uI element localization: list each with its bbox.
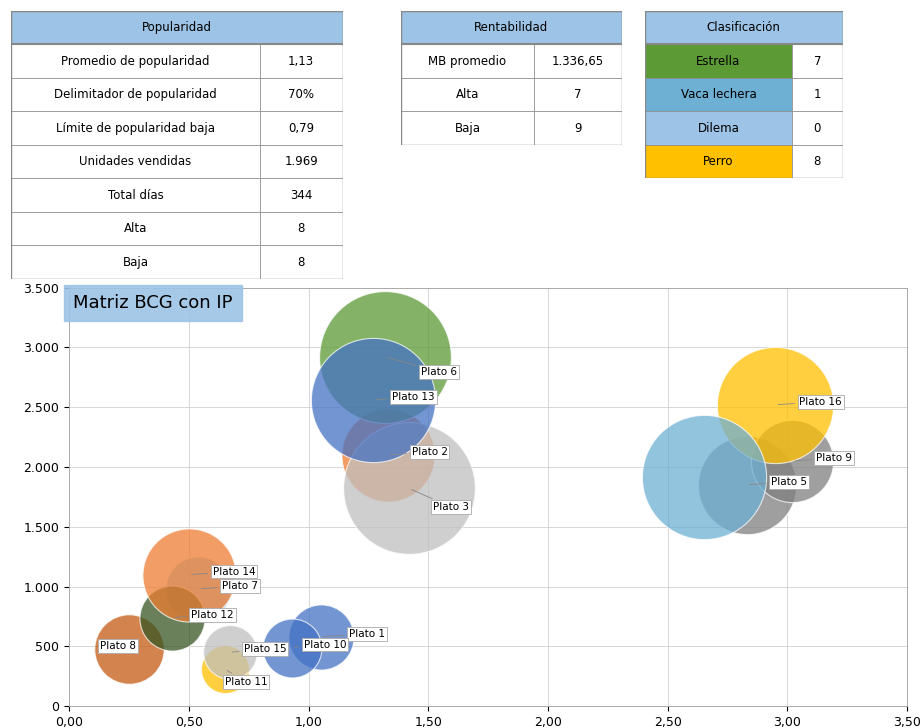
Text: 8: 8 — [297, 222, 305, 235]
Point — [122, 643, 136, 654]
Text: 9: 9 — [574, 122, 582, 135]
Bar — [645, 145, 792, 178]
Text: 7: 7 — [813, 55, 822, 68]
Point — [366, 394, 380, 405]
Text: Estrella: Estrella — [696, 55, 740, 68]
Bar — [792, 145, 843, 178]
Bar — [11, 178, 260, 212]
Text: 1: 1 — [813, 88, 822, 101]
Bar — [792, 111, 843, 145]
Text: Plato 7: Plato 7 — [201, 581, 258, 591]
Text: Plato 14: Plato 14 — [192, 566, 255, 577]
Bar — [534, 78, 622, 111]
Text: Plato 5: Plato 5 — [750, 477, 807, 487]
Point — [696, 471, 711, 483]
Bar — [401, 11, 622, 44]
Text: Unidades vendidas: Unidades vendidas — [79, 155, 192, 168]
Point — [378, 351, 392, 363]
Text: Plato 11: Plato 11 — [225, 670, 267, 687]
Text: Plato 6: Plato 6 — [388, 357, 457, 377]
Text: 8: 8 — [297, 256, 305, 269]
Text: Clasificación: Clasificación — [706, 21, 781, 34]
Bar — [11, 78, 260, 111]
Bar — [11, 145, 260, 178]
Point — [380, 449, 395, 461]
Bar — [11, 11, 343, 44]
Point — [165, 612, 180, 623]
Bar — [260, 44, 343, 78]
Text: 1.336,65: 1.336,65 — [552, 55, 604, 68]
Text: Total días: Total días — [108, 189, 163, 202]
Point — [191, 583, 205, 595]
Text: Plato 12: Plato 12 — [175, 609, 234, 620]
Text: Vaca lechera: Vaca lechera — [681, 88, 756, 101]
Bar — [260, 245, 343, 279]
Bar — [645, 78, 792, 111]
Bar — [792, 78, 843, 111]
Text: Plato 2: Plato 2 — [391, 447, 448, 457]
Text: Promedio de popularidad: Promedio de popularidad — [61, 55, 210, 68]
Point — [402, 483, 416, 494]
Bar — [260, 145, 343, 178]
Bar — [534, 111, 622, 145]
Point — [785, 455, 799, 467]
Text: Baja: Baja — [454, 122, 481, 135]
Text: Baja: Baja — [122, 256, 148, 269]
Point — [217, 663, 232, 675]
Point — [740, 479, 754, 491]
Text: Popularidad: Popularidad — [142, 21, 212, 34]
Bar — [11, 245, 260, 279]
Text: Perro: Perro — [703, 155, 734, 168]
Point — [222, 646, 237, 658]
Text: 0: 0 — [813, 122, 822, 135]
Text: Delimitador de popularidad: Delimitador de popularidad — [54, 88, 216, 101]
Text: 8: 8 — [813, 155, 822, 168]
Bar — [11, 212, 260, 245]
Text: Plato 16: Plato 16 — [778, 397, 842, 407]
Text: Plato 1: Plato 1 — [323, 629, 385, 638]
Bar — [11, 44, 260, 78]
Point — [313, 631, 328, 643]
Point — [181, 569, 196, 580]
Bar — [260, 212, 343, 245]
Bar — [645, 44, 792, 78]
Text: Dilema: Dilema — [697, 122, 740, 135]
Bar — [645, 111, 792, 145]
Bar — [260, 111, 343, 145]
Bar — [260, 78, 343, 111]
Text: 70%: 70% — [288, 88, 314, 101]
Point — [285, 642, 299, 654]
Bar — [260, 178, 343, 212]
Text: 344: 344 — [290, 189, 312, 202]
Text: 1,13: 1,13 — [288, 55, 314, 68]
Text: Plato 15: Plato 15 — [232, 644, 286, 654]
Bar — [534, 44, 622, 78]
Text: Plato 10: Plato 10 — [295, 640, 346, 649]
Text: Plato 3: Plato 3 — [412, 490, 469, 512]
Bar — [401, 78, 534, 111]
Text: Alta: Alta — [456, 88, 479, 101]
Text: Plato 8: Plato 8 — [100, 641, 136, 651]
Bar — [645, 11, 843, 44]
Bar — [401, 111, 534, 145]
Bar — [11, 111, 260, 145]
Text: Plato 13: Plato 13 — [376, 392, 435, 402]
Text: 1.969: 1.969 — [285, 155, 318, 168]
Bar — [401, 44, 534, 78]
Text: Plato 9: Plato 9 — [795, 453, 852, 463]
Text: Límite de popularidad baja: Límite de popularidad baja — [56, 122, 215, 135]
Text: Alta: Alta — [123, 222, 147, 235]
Text: MB promedio: MB promedio — [428, 55, 507, 68]
Bar — [792, 44, 843, 78]
Point — [768, 399, 783, 411]
Text: Rentabilidad: Rentabilidad — [474, 21, 548, 34]
Text: 7: 7 — [574, 88, 582, 101]
Text: Matriz BCG con IP: Matriz BCG con IP — [74, 294, 233, 312]
Text: 0,79: 0,79 — [288, 122, 314, 135]
